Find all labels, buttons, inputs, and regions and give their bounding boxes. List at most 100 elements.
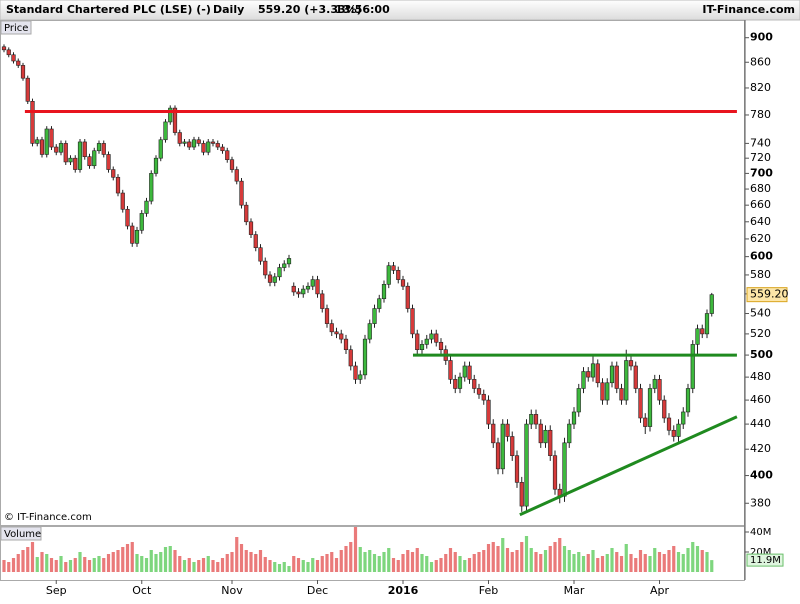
candle-body [125,208,130,227]
candle-body [590,363,596,378]
last-volume-box [746,553,784,567]
volume-bar [543,550,548,572]
volume-bar [581,556,586,572]
candle-body [163,121,168,141]
volume-bar [591,550,595,572]
candle-body [491,423,496,444]
header-time: 13:56:00 [335,3,390,16]
volume-bar [292,556,296,572]
volume-bar [657,552,662,572]
candle-body [20,65,26,79]
candle-body [576,388,581,413]
candle-body [324,308,330,324]
volume-bar [149,550,153,572]
candle-body [647,388,653,427]
candle-body [695,328,700,345]
volume-bar [244,550,248,572]
x-tick-label: Mar [564,584,585,597]
candle-body [481,393,486,401]
volume-bar [629,554,633,572]
volume-bar [643,554,647,572]
candle-body [339,333,344,340]
candle-body [529,414,534,425]
candle-body [239,180,244,206]
candle-body [628,360,634,367]
candle-body [472,379,477,389]
volume-bar [83,557,87,572]
candle-body [391,265,396,271]
candle-body [434,333,439,343]
y-tick-label: 440 [750,417,771,430]
volume-bar [605,554,609,572]
candle-body [6,49,11,56]
volume-bar [125,544,130,572]
candle-body [671,429,676,437]
x-tick-label: Feb [479,584,498,597]
volume-bar [263,557,267,572]
volume-bar [615,552,619,572]
volume-bar [339,550,343,572]
candle-body [486,399,491,425]
volume-bar [258,550,263,572]
volume-bar [401,554,405,572]
candle-body [462,365,467,378]
volume-bar [434,560,438,572]
volume-panel-label: Volume [4,529,41,540]
volume-bar [249,552,253,572]
candle-body [296,291,301,295]
volume-bar [211,560,215,572]
candle-body [567,423,572,444]
volume-bar [624,544,628,572]
candle-body [500,423,505,470]
candle-body [571,411,577,425]
candle-body [11,54,16,62]
candle-body [581,371,586,389]
candle-body [44,128,49,155]
volume-bar [92,558,96,572]
candle-body [367,323,372,340]
candle-body [301,288,306,295]
volume-bar [273,562,277,572]
candle-body [681,411,686,425]
candle-body [353,365,358,380]
candle-body [600,382,605,401]
volume-bar [477,552,481,572]
volume-bar [463,560,467,572]
candle-body [320,293,325,309]
volume-bar [130,542,134,572]
candle-body [115,176,121,194]
header-period: Daily [213,3,244,16]
volume-bar [68,560,73,572]
volume-bar [225,554,229,572]
volume-bar [577,552,581,572]
volume-bar [486,544,491,572]
volume-bar [425,556,429,572]
candle-body [206,141,211,153]
x-tick-label: Oct [132,584,152,597]
volume-bar [45,554,49,572]
header-site: IT-Finance.com [702,3,795,16]
volume-bar [539,554,543,572]
volume-bar [220,558,225,572]
candle-body [210,141,216,144]
volume-bar [562,546,567,572]
candle-body [400,279,406,287]
volume-bar [140,556,144,572]
volume-bar [387,548,391,572]
candle-body [63,143,68,163]
candle-body [130,225,135,244]
volume-bar [54,560,58,572]
volume-bar [11,558,16,572]
candle-body [68,157,73,163]
volume-bar [368,550,372,572]
y-tick-label: 40M [750,527,771,538]
y-tick-label: 580 [750,268,771,281]
candle-body [82,141,87,157]
candle-body [172,107,178,133]
candle-body [263,260,268,276]
candle-body [30,101,35,144]
candle-body [419,344,425,351]
y-tick-label: 620 [750,232,771,245]
volume-bar [144,558,149,572]
volume-bar [529,548,533,572]
